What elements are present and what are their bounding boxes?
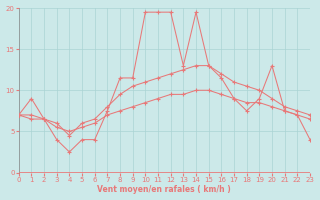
X-axis label: Vent moyen/en rafales ( km/h ): Vent moyen/en rafales ( km/h ) [98,185,231,194]
